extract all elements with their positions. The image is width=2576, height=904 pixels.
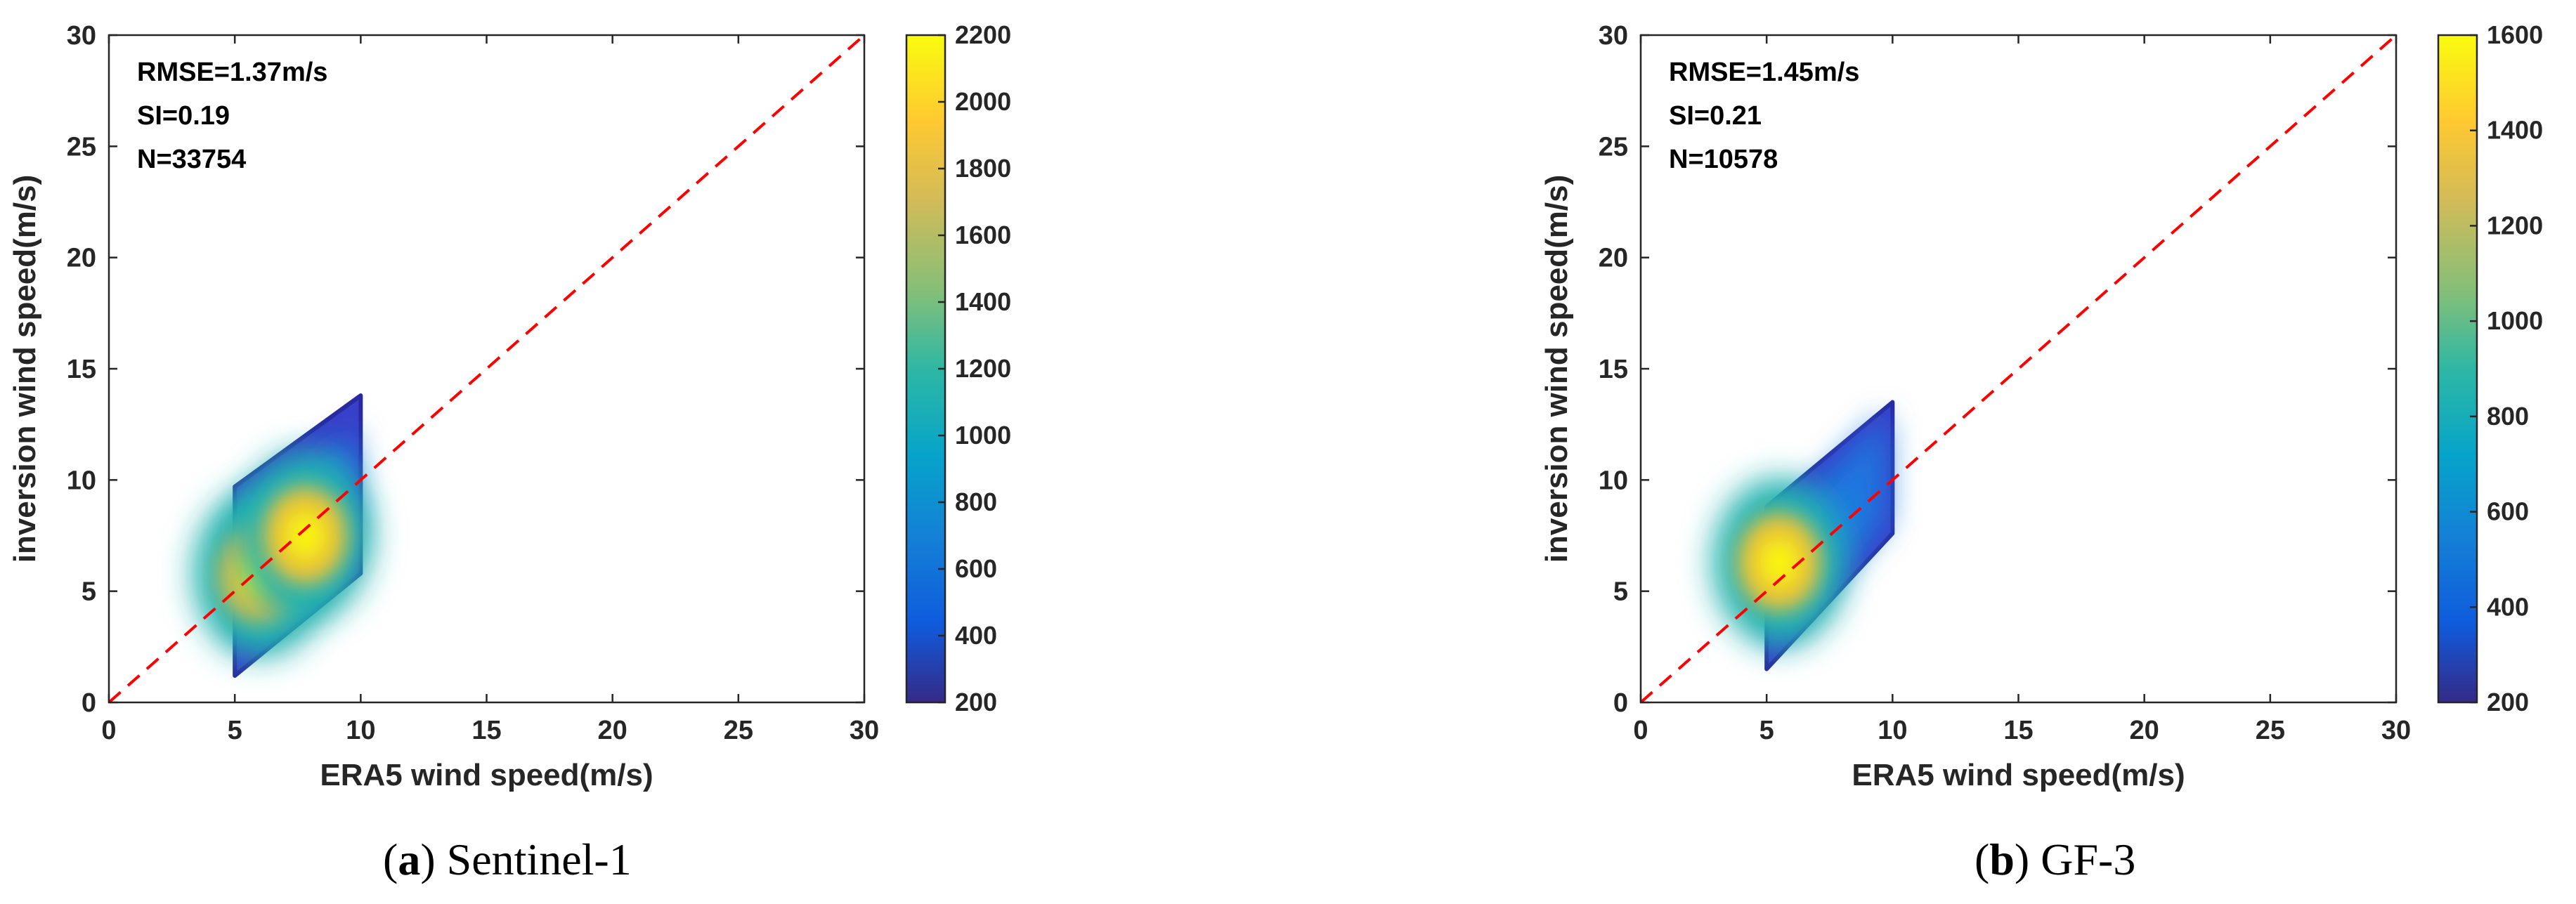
caption-tag: a bbox=[398, 834, 420, 884]
x-tick-label: 20 bbox=[2130, 716, 2159, 745]
density-scatter bbox=[1712, 400, 1895, 672]
colorbar-tick-label: 1800 bbox=[955, 154, 1011, 183]
stat-si: SI=0.21 bbox=[1669, 101, 1762, 131]
density-peak bbox=[1759, 538, 1800, 587]
colorbar-tick-label: 200 bbox=[2487, 688, 2529, 716]
y-tick-label: 5 bbox=[82, 577, 96, 607]
x-tick-label: 15 bbox=[2003, 716, 2033, 745]
x-tick-label: 20 bbox=[598, 716, 627, 745]
chart-area: 0 5 10 15 20 25 30 0 5 10 15 20 25 30 ERA5 wind speed(… bbox=[8, 20, 1011, 792]
colorbar-tick-label: 1000 bbox=[2487, 306, 2543, 335]
x-tick-label: 25 bbox=[724, 716, 753, 745]
y-tick-label: 15 bbox=[67, 355, 96, 384]
colorbar-tick-label: 2200 bbox=[955, 20, 1011, 49]
caption-text: Sentinel-1 bbox=[447, 834, 632, 884]
y-tick-label: 0 bbox=[1613, 688, 1628, 718]
y-axis-label: inversion wind speed(m/s) bbox=[8, 175, 42, 563]
colorbar-tick-label: 400 bbox=[2487, 592, 2529, 621]
y-tick-label: 30 bbox=[1599, 21, 1628, 51]
reference-line bbox=[1639, 34, 2398, 704]
x-axis-label: ERA5 wind speed(m/s) bbox=[1852, 758, 2185, 792]
x-tick-label: 10 bbox=[1878, 716, 1907, 745]
colorbar-tick-label: 200 bbox=[955, 688, 997, 716]
stat-rmse: RMSE=1.45m/s bbox=[1669, 58, 1859, 87]
x-tick-label: 30 bbox=[850, 716, 879, 745]
y-tick-label: 30 bbox=[67, 21, 96, 51]
colorbar: 200 400 600 800 1000 1200 1400 1600 bbox=[2437, 20, 2543, 716]
colorbar-tick-label: 800 bbox=[955, 487, 997, 516]
panel-sentinel-1: 0 5 10 15 20 25 30 0 5 10 15 20 25 30 ERA5 wind speed(… bbox=[8, 20, 1011, 884]
x-tick-label: 15 bbox=[471, 716, 501, 745]
colorbar-tick-label: 1200 bbox=[2487, 211, 2543, 240]
colorbar: 200 400 600 800 1000 1200 1400 1600 1800 2000 2200 bbox=[905, 20, 1011, 716]
stat-n: N=10578 bbox=[1669, 145, 1778, 174]
x-tick-label: 0 bbox=[101, 716, 116, 745]
colorbar-tick-label: 2000 bbox=[955, 87, 1011, 116]
y-tick-label: 20 bbox=[1599, 244, 1628, 273]
x-tick-label: 5 bbox=[1759, 716, 1774, 745]
panel-caption: (b) GF-3 bbox=[1975, 834, 2135, 884]
y-tick-label: 5 bbox=[1613, 577, 1628, 607]
x-tick-label: 10 bbox=[346, 716, 375, 745]
y-tick-label: 0 bbox=[82, 688, 96, 718]
y-tick-label: 25 bbox=[1599, 132, 1628, 162]
colorbar-tick-label: 800 bbox=[2487, 402, 2529, 431]
chart-area: 0 5 10 15 20 25 30 0 5 10 15 20 25 30 ERA5 wind speed(… bbox=[1540, 20, 2543, 792]
x-tick-label: 5 bbox=[228, 716, 242, 745]
panel-gf-3: 0 5 10 15 20 25 30 0 5 10 15 20 25 30 ERA5 wind speed(… bbox=[1540, 20, 2543, 884]
reference-line bbox=[108, 34, 866, 704]
caption-tag: b bbox=[1989, 834, 2015, 884]
colorbar-tick-label: 1200 bbox=[955, 354, 1011, 383]
colorbar-tick-label: 1000 bbox=[955, 421, 1011, 450]
colorbar-tick-label: 600 bbox=[2487, 497, 2529, 526]
colorbar-tick-label: 1600 bbox=[955, 221, 1011, 249]
panel-caption: (a) Sentinel-1 bbox=[383, 834, 632, 884]
y-tick-label: 10 bbox=[1599, 466, 1628, 495]
density-peak bbox=[285, 511, 325, 560]
colorbar-tick-label: 1600 bbox=[2487, 20, 2543, 49]
stat-rmse: RMSE=1.37m/s bbox=[137, 58, 327, 87]
x-tick-label: 0 bbox=[1633, 716, 1648, 745]
colorbar-tick-label: 400 bbox=[955, 621, 997, 650]
y-axis-label: inversion wind speed(m/s) bbox=[1540, 175, 1574, 563]
y-tick-label: 10 bbox=[67, 466, 96, 495]
caption-text: GF-3 bbox=[2041, 834, 2135, 884]
stat-n: N=33754 bbox=[137, 145, 246, 174]
y-tick-label: 20 bbox=[67, 244, 96, 273]
x-tick-label: 25 bbox=[2256, 716, 2285, 745]
colorbar-tick-label: 600 bbox=[955, 554, 997, 583]
y-tick-label: 25 bbox=[67, 132, 96, 162]
x-axis-label: ERA5 wind speed(m/s) bbox=[320, 758, 653, 792]
colorbar-tick-label: 1400 bbox=[955, 287, 1011, 316]
x-tick-label: 30 bbox=[2381, 716, 2411, 745]
y-tick-label: 15 bbox=[1599, 355, 1628, 384]
colorbar-gradient bbox=[2437, 34, 2478, 704]
colorbar-tick-label: 1400 bbox=[2487, 116, 2543, 145]
stat-si: SI=0.19 bbox=[137, 101, 230, 131]
